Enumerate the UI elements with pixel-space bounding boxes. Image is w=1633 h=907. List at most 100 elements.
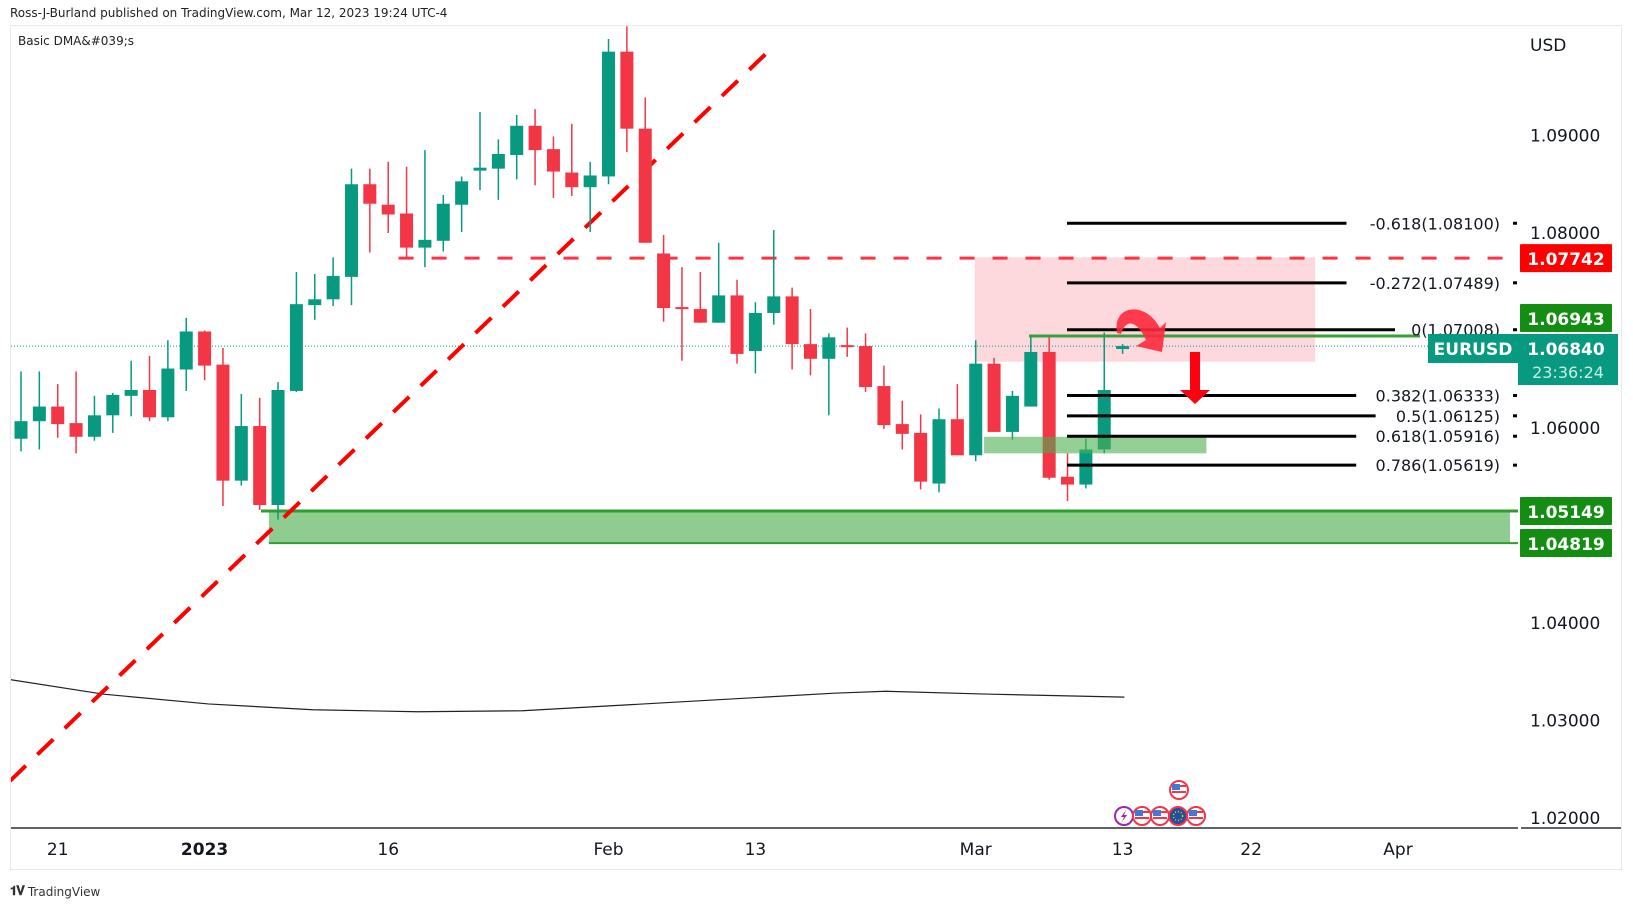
current-price-box <box>1518 334 1618 385</box>
indicator-label[interactable]: Basic DMA&#039;s <box>18 34 134 48</box>
date-tick-label: 22 <box>1240 840 1262 860</box>
candle-body <box>418 239 432 248</box>
currency-label: USD <box>1530 36 1567 56</box>
candle <box>436 194 450 252</box>
curved-arrow-icon <box>1116 309 1166 352</box>
price-label-text: 1.07742 <box>1527 250 1604 270</box>
candle <box>877 365 891 429</box>
candle-body <box>491 154 505 169</box>
candle <box>161 340 175 422</box>
candle-body <box>14 421 28 439</box>
fib-label: 0.5(1.06125) <box>1396 407 1500 426</box>
candle <box>1042 336 1056 480</box>
candle <box>803 309 817 376</box>
candle-body <box>767 296 781 313</box>
fib-dot <box>1513 281 1517 285</box>
candle <box>216 348 230 506</box>
candle-body <box>675 307 689 310</box>
chart-frame <box>10 25 1622 870</box>
candle-body <box>161 368 175 418</box>
candle <box>546 136 560 198</box>
candle <box>1024 336 1038 407</box>
candle <box>106 392 120 433</box>
lightning-event-icon[interactable] <box>1114 806 1134 826</box>
candle-body <box>87 415 101 437</box>
date-tick-label: 21 <box>47 840 69 860</box>
candle <box>400 166 414 260</box>
candle-body <box>803 344 817 359</box>
us-flag-event-icon[interactable] <box>1132 806 1152 826</box>
candle <box>620 26 634 153</box>
us-stripe <box>1153 817 1167 819</box>
candle <box>143 355 157 422</box>
event-circle <box>1168 806 1188 826</box>
candle-body <box>877 386 891 426</box>
tradingview-brand[interactable]: 𝟏𝐕 TradingView <box>10 884 100 899</box>
price-label-box <box>1520 529 1612 557</box>
candle-body <box>565 172 579 188</box>
candle-body <box>950 419 964 456</box>
candle-body <box>400 213 414 248</box>
us-flag-event-icon[interactable] <box>1169 780 1189 800</box>
candle-body <box>1024 351 1038 407</box>
us-stripe <box>1161 811 1167 813</box>
fib-dot <box>1513 414 1517 418</box>
candle <box>344 168 358 306</box>
candle-body <box>455 181 469 205</box>
candle <box>69 371 83 454</box>
candle-body <box>1061 476 1075 485</box>
us-stripe <box>1172 791 1186 793</box>
eu-flag-event-icon[interactable] <box>1168 806 1188 826</box>
us-stripe <box>1135 817 1149 819</box>
candle-body <box>859 346 873 388</box>
price-label-box <box>1520 244 1612 273</box>
countdown-label: 23:36:24 <box>1532 363 1604 382</box>
candle-body <box>234 426 248 481</box>
candle-body <box>253 426 267 506</box>
candle-body <box>1097 389 1111 450</box>
candle <box>712 242 726 323</box>
candle-body <box>528 125 542 151</box>
date-tick-label: 13 <box>1112 840 1134 860</box>
candle-body <box>510 125 524 155</box>
candle-body <box>657 253 671 309</box>
fib-dot <box>1513 328 1517 332</box>
candle-body <box>198 331 212 366</box>
us-flag-event-icon[interactable] <box>1150 806 1170 826</box>
candle <box>602 38 616 185</box>
candle <box>381 161 395 233</box>
price-tick-label: 1.08000 <box>1530 224 1600 244</box>
candle <box>124 360 138 417</box>
candle-body <box>546 149 560 172</box>
us-flag-event-icon[interactable] <box>1186 806 1206 826</box>
support-zone-rect <box>268 510 1510 544</box>
price-label-text: 1.06943 <box>1527 310 1604 330</box>
candle <box>326 257 340 307</box>
candle-body <box>326 275 340 300</box>
candle <box>491 139 505 200</box>
moving-average-line <box>11 679 1125 713</box>
us-stripe <box>1197 811 1203 813</box>
us-canton <box>1135 810 1143 816</box>
date-tick-label: Mar <box>960 840 992 860</box>
date-tick-label: Feb <box>593 840 623 860</box>
candle <box>840 327 854 357</box>
us-canton <box>1189 810 1197 816</box>
candle <box>234 393 248 486</box>
candle-body <box>271 389 285 506</box>
candle <box>675 267 689 361</box>
candle-body <box>748 312 762 351</box>
date-tick-label: 2023 <box>181 840 228 860</box>
date-tick-label: 16 <box>377 840 399 860</box>
candle-body <box>638 128 652 243</box>
candle <box>14 371 28 452</box>
candle <box>87 395 101 441</box>
lightning-glyph <box>1121 810 1127 822</box>
price-tick-label: 1.09000 <box>1530 127 1600 147</box>
candle-body <box>969 363 983 456</box>
fib-label: 0.382(1.06333) <box>1376 387 1500 406</box>
candle-body <box>143 389 157 418</box>
candle-body <box>712 295 726 323</box>
brand-label: TradingView <box>27 884 101 899</box>
